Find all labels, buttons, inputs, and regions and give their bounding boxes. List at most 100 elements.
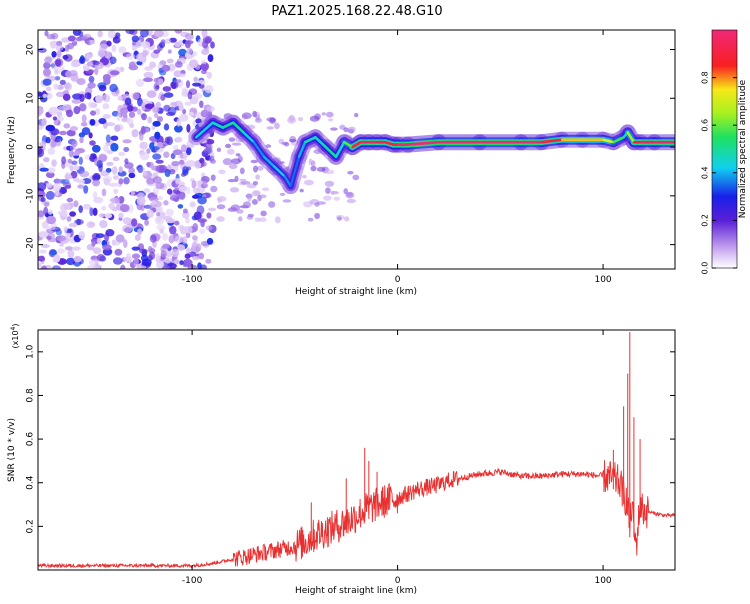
ridge-core: [273, 165, 286, 178]
noise-blob: [88, 101, 95, 109]
noise-blob: [114, 124, 121, 132]
noise-blob: [179, 159, 185, 165]
noise-blob: [185, 231, 191, 239]
noise-blob: [137, 164, 144, 174]
noise-blob: [86, 61, 94, 67]
noise-blob: [187, 91, 193, 100]
noise-blob: [42, 78, 52, 86]
noise-blob: [174, 61, 183, 68]
y-tick-label: -10: [26, 188, 36, 203]
noise-blob: [46, 167, 56, 174]
spectrogram-x-label: Height of straight line (km): [295, 287, 417, 297]
noise-blob: [102, 175, 113, 184]
noise-blob: [77, 184, 85, 189]
noise-blob: [184, 253, 191, 259]
noise-blob: [157, 78, 164, 85]
noise-blob: [314, 212, 320, 220]
noise-blob: [153, 30, 164, 38]
noise-blob: [352, 174, 360, 181]
x-tick-label: 100: [594, 576, 611, 586]
noise-blob: [155, 253, 160, 261]
noise-blob: [141, 258, 152, 267]
noise-blob: [53, 83, 59, 90]
noise-blob: [46, 235, 52, 240]
noise-blob: [141, 102, 146, 111]
noise-blob: [203, 180, 208, 188]
noise-blob: [201, 161, 207, 167]
noise-blob: [200, 264, 207, 269]
noise-blob: [259, 194, 267, 199]
noise-blob: [131, 45, 138, 51]
noise-blob: [346, 192, 353, 197]
noise-blob: [163, 200, 169, 206]
noise-blob: [165, 218, 175, 224]
noise-blob: [78, 31, 84, 37]
noise-blob: [205, 258, 212, 264]
noise-blob: [204, 85, 214, 94]
noise-blob: [122, 139, 132, 144]
noise-blob: [174, 30, 183, 34]
noise-blob: [68, 149, 74, 158]
noise-blob: [154, 112, 159, 118]
noise-blob: [73, 106, 81, 115]
y-tick-label: -20: [26, 237, 36, 252]
noise-blob: [42, 93, 47, 99]
noise-blob: [64, 82, 71, 90]
noise-blob: [282, 199, 292, 203]
noise-blob: [67, 249, 75, 259]
noise-blob: [163, 92, 174, 98]
noise-blob: [194, 93, 203, 99]
noise-blob: [164, 136, 171, 144]
noise-blob: [103, 144, 109, 153]
snr-frame: [37, 329, 676, 571]
noise-blob: [102, 103, 110, 110]
noise-blob: [41, 118, 47, 126]
noise-blob: [178, 186, 188, 193]
noise-blob: [70, 126, 78, 132]
noise-blob: [311, 160, 316, 167]
noise-blob: [63, 123, 71, 129]
noise-blob: [218, 169, 226, 175]
noise-blob: [110, 142, 119, 152]
noise-blob: [124, 97, 132, 106]
spectrogram-y-ticks: -20 -10 0 10 20: [26, 44, 675, 252]
noise-blob: [153, 82, 160, 92]
noise-blob: [38, 210, 45, 218]
spectrogram-x-ticks: -100 0 100: [182, 30, 612, 285]
spectrogram-noise-blobs: [38, 30, 360, 269]
noise-blob: [96, 237, 102, 245]
noise-blob: [229, 187, 240, 193]
noise-blob: [54, 76, 61, 81]
noise-blob: [173, 79, 182, 84]
ridge-core: [283, 175, 292, 188]
noise-blob: [41, 244, 50, 248]
noise-blob: [71, 98, 82, 104]
noise-blob: [178, 191, 186, 200]
noise-blob: [245, 193, 253, 199]
noise-blob: [307, 217, 314, 222]
noise-blob: [144, 127, 150, 133]
noise-blob: [118, 178, 124, 185]
noise-blob: [199, 228, 206, 235]
noise-blob: [41, 265, 47, 269]
noise-blob: [347, 126, 356, 133]
noise-blob: [55, 91, 66, 98]
noise-blob: [176, 118, 182, 127]
noise-blob: [73, 256, 82, 263]
colorbar-ticks: 0.0 0.2 0.4 0.6 0.8: [701, 71, 737, 274]
noise-blob: [205, 225, 213, 231]
y-tick-label: 0.4: [26, 475, 36, 490]
noise-blob: [324, 169, 335, 175]
noise-blob: [123, 227, 132, 233]
noise-blob: [171, 248, 180, 258]
ridge-core: [612, 136, 625, 144]
noise-blob: [87, 265, 98, 269]
noise-blob: [137, 228, 143, 236]
noise-blob: [125, 30, 135, 35]
noise-blob: [56, 248, 66, 254]
noise-blob: [38, 182, 47, 191]
noise-blob: [69, 202, 75, 208]
noise-blob: [55, 187, 60, 197]
noise-blob: [281, 141, 288, 146]
noise-blob: [43, 68, 51, 77]
